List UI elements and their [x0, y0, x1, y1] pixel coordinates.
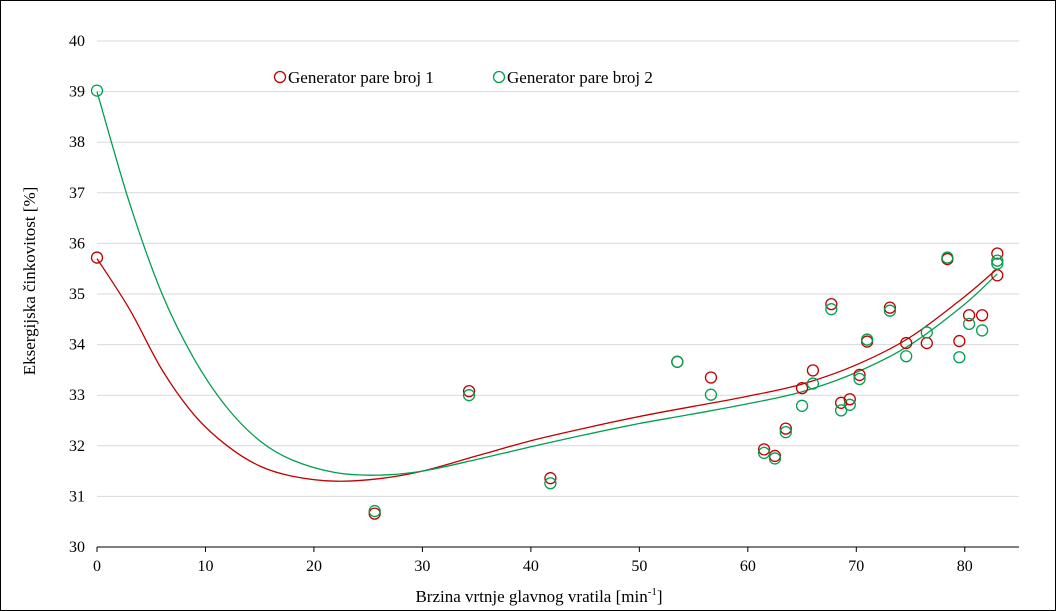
data-point-series-2 — [825, 303, 838, 316]
y-tick-label-34: 34 — [69, 337, 85, 354]
data-point-series-1 — [462, 385, 476, 398]
y-tick-label-38: 38 — [69, 134, 85, 151]
data-point-series-1 — [704, 371, 718, 384]
legend-item-series-2: Generator pare broj 2 — [492, 68, 653, 87]
data-point-series-1 — [834, 396, 848, 409]
data-point-series-1 — [768, 449, 782, 463]
trend-line-series-1 — [96, 258, 998, 482]
x-tick-labels: 0 10 20 30 40 50 60 70 80 — [93, 558, 973, 575]
y-tick-label-36: 36 — [69, 235, 85, 252]
data-point-series-1 — [779, 422, 792, 435]
y-tick-label-39: 39 — [69, 84, 85, 101]
data-point-series-2 — [991, 254, 1004, 267]
y-tick-labels: 30 31 32 33 34 35 36 37 38 39 40 — [69, 33, 85, 556]
data-point-series-2 — [795, 399, 809, 412]
x-tick-label-30: 30 — [414, 558, 430, 575]
legend-marker-series-2 — [492, 70, 506, 84]
x-tick-label-0: 0 — [93, 558, 101, 575]
data-point-series-1 — [883, 301, 897, 314]
legend-marker-series-1 — [273, 70, 287, 84]
data-point-series-1 — [853, 368, 866, 382]
data-point-series-2 — [462, 389, 476, 402]
x-tick-label-50: 50 — [631, 558, 647, 575]
data-point-series-1 — [544, 472, 557, 485]
axes — [96, 546, 1019, 552]
x-axis-label-end: ] — [657, 587, 663, 606]
data-point-series-1 — [975, 309, 989, 322]
data-point-series-2 — [806, 377, 820, 390]
legend: Generator pare broj 1 Generator pare bro… — [273, 68, 653, 87]
data-point-series-2 — [704, 388, 718, 401]
data-point-series-2 — [768, 452, 782, 465]
y-tick-label-30: 30 — [69, 539, 85, 556]
data-point-series-1 — [920, 336, 933, 350]
data-point-series-2 — [962, 317, 976, 331]
x-axis-label: Brzina vrtnje glavnog vratila [min-1] — [415, 586, 662, 606]
data-point-series-1 — [991, 247, 1004, 260]
legend-label-series-2: Generator pare broj 2 — [507, 68, 653, 87]
x-tick-label-40: 40 — [523, 558, 539, 575]
data-point-series-2 — [671, 355, 684, 368]
data-point-series-2 — [860, 333, 874, 346]
x-axis-label-main: Brzina vrtnje glavnog vratila [min — [415, 587, 648, 606]
data-point-series-2 — [843, 398, 856, 411]
data-point-series-2 — [991, 257, 1004, 270]
data-point-series-2 — [368, 504, 381, 518]
grid-lines — [97, 40, 1019, 497]
data-point-series-2 — [834, 404, 848, 417]
data-point-series-2 — [920, 326, 933, 339]
data-points — [90, 84, 1004, 520]
y-tick-label-32: 32 — [69, 438, 85, 455]
data-point-series-2 — [941, 251, 954, 264]
data-point-series-2 — [900, 350, 913, 363]
x-tick-label-10: 10 — [197, 558, 213, 575]
data-point-series-2 — [757, 446, 771, 460]
data-point-series-1 — [900, 336, 913, 350]
y-tick-label-37: 37 — [69, 185, 85, 202]
data-point-series-1 — [962, 309, 976, 322]
legend-item-series-1: Generator pare broj 1 — [273, 68, 434, 87]
y-axis-label: Eksergijska činkovitost [%] — [20, 187, 39, 376]
data-point-series-1 — [368, 507, 381, 520]
y-tick-label-35: 35 — [69, 286, 85, 303]
data-point-series-2 — [953, 351, 966, 364]
y-tick-label-40: 40 — [69, 33, 85, 50]
data-point-series-1 — [825, 297, 838, 311]
data-point-series-2 — [90, 84, 104, 97]
data-point-series-1 — [806, 364, 820, 377]
data-point-series-1 — [795, 381, 809, 395]
data-point-series-1 — [953, 334, 966, 348]
x-tick-label-60: 60 — [740, 558, 756, 575]
y-tick-label-33: 33 — [69, 387, 85, 404]
x-tick-label-80: 80 — [957, 558, 973, 575]
trend-lines — [96, 91, 998, 482]
data-point-series-1 — [757, 443, 771, 456]
data-point-series-1 — [90, 251, 104, 264]
data-point-series-2 — [853, 372, 866, 386]
y-tick-label-31: 31 — [69, 488, 85, 505]
x-axis-label-sup: -1 — [648, 586, 657, 598]
data-point-series-2 — [779, 425, 792, 439]
legend-label-series-1: Generator pare broj 1 — [288, 68, 434, 87]
data-point-series-2 — [544, 477, 557, 490]
data-point-series-2 — [975, 324, 989, 337]
data-point-series-1 — [843, 393, 856, 406]
data-point-series-2 — [883, 304, 897, 317]
x-tick-label-20: 20 — [306, 558, 322, 575]
data-point-series-1 — [991, 269, 1004, 282]
x-tick-label-70: 70 — [848, 558, 864, 575]
trend-line-series-2 — [96, 91, 998, 476]
